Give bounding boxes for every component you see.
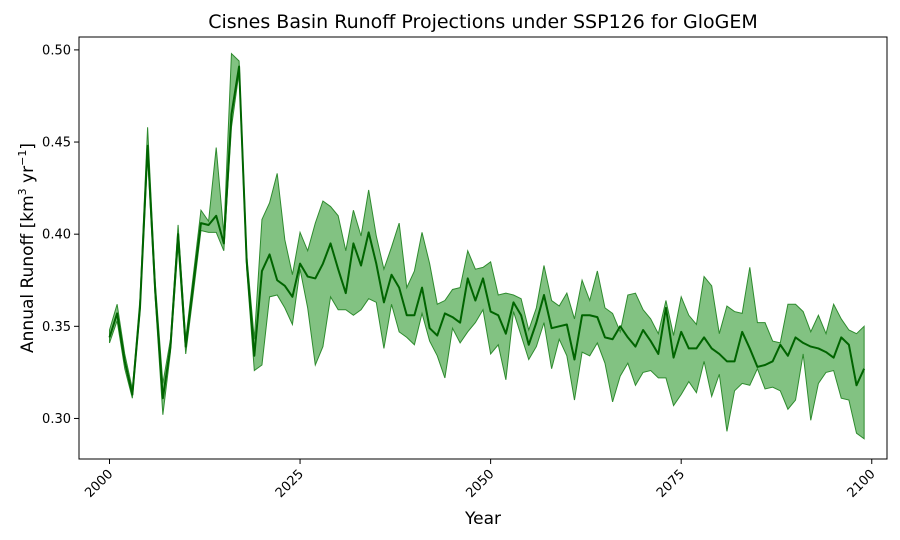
chart-title: Cisnes Basin Runoff Projections under SS… [208,11,758,33]
y-axis-title-sup2: −1 [16,150,29,166]
plot-frame [78,36,888,460]
y-axis-title-main: Annual Runoff [km [18,195,38,353]
y-axis-title-sup1: 3 [16,188,29,195]
y-tick-label: 0.45 [42,136,71,151]
y-tick-label: 0.50 [42,43,71,58]
x-axis-title: Year [464,509,501,529]
y-tick-label: 0.35 [42,320,71,335]
y-axis-title-end: ] [18,143,38,150]
uncertainty-band [108,52,865,440]
y-tick-label: 0.30 [42,412,71,427]
y-axis-title: Annual Runoff [km3 yr−1] [16,143,38,353]
y-tick-label: 0.40 [42,228,71,243]
y-axis-title-mid: yr [18,166,38,188]
mean-runoff-line [108,65,866,400]
